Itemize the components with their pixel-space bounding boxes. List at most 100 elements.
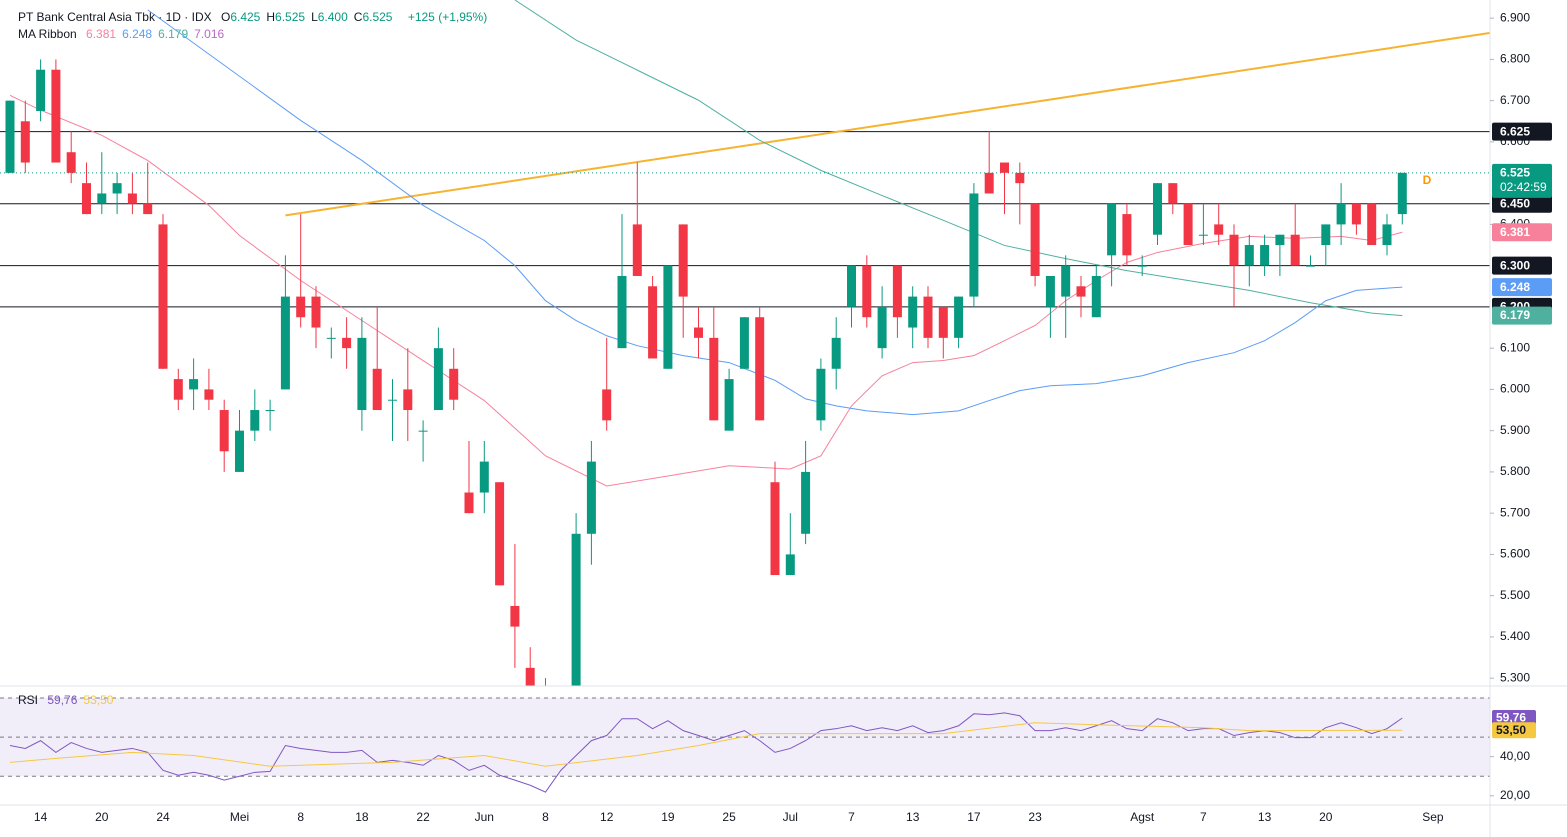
y-tick-label: 5.500	[1500, 588, 1530, 602]
ma-legend-title: MA Ribbon	[18, 27, 77, 41]
candle-body	[265, 410, 275, 412]
candle-body	[1168, 183, 1178, 204]
level-tag: 6.300	[1500, 258, 1530, 272]
candle-body	[862, 265, 872, 318]
x-tick-label: 13	[1258, 810, 1272, 824]
candle-body	[816, 368, 826, 421]
ohlc-key: H	[266, 10, 276, 24]
candle-body	[1275, 234, 1285, 246]
candle-body	[847, 265, 856, 307]
rsi-tag-bg	[1492, 722, 1536, 739]
ma-tag-bg	[1492, 278, 1552, 297]
x-tick-label: Agst	[1130, 810, 1155, 824]
candle-body	[1351, 203, 1361, 225]
x-tick-label: Sep	[1422, 810, 1444, 824]
ohlc-key: C	[353, 10, 363, 24]
candle-body	[143, 203, 153, 215]
candle-body	[112, 183, 122, 194]
candle-body	[617, 275, 627, 349]
candle-body	[235, 430, 244, 472]
x-tick-label: Jul	[783, 810, 798, 824]
candle-body	[709, 337, 719, 421]
y-tick-label: 5.400	[1500, 629, 1530, 643]
rsi-tag: 59,76	[1496, 711, 1526, 725]
ma-tag-bg	[1492, 306, 1552, 325]
candle-body	[326, 337, 336, 339]
candle-body	[388, 399, 397, 401]
candle-body	[969, 193, 979, 297]
candle-body	[1061, 265, 1071, 297]
candle-body	[204, 389, 214, 400]
candle-body	[1015, 172, 1025, 184]
y-tick-label: 5.700	[1500, 505, 1530, 519]
ma-legend-value: 6.248	[122, 27, 153, 41]
candle-body	[632, 224, 642, 276]
candle-body	[82, 183, 91, 215]
rsi-pane	[0, 697, 1490, 793]
candle-body	[739, 317, 749, 369]
y-tick-label: 6.800	[1500, 52, 1530, 66]
x-tick-label: 7	[848, 810, 855, 824]
ma-line	[147, 9, 1403, 416]
candle-body	[1000, 162, 1009, 173]
x-tick-label: 25	[722, 810, 736, 824]
rsi-y-tick-label: 20,00	[1500, 788, 1530, 802]
rsi-line	[9, 722, 1403, 767]
candle-body	[1229, 234, 1239, 266]
candle-body	[1336, 203, 1346, 225]
candle-body	[1321, 224, 1331, 246]
x-tick-label: Jun	[475, 810, 494, 824]
ma-line	[9, 94, 1403, 487]
rsi-legend-value: 53,50	[83, 693, 114, 707]
x-tick-label: 23	[1028, 810, 1042, 824]
rsi-title: RSI	[18, 693, 39, 707]
candle-body	[403, 389, 413, 411]
ma-legend-value: 6.179	[158, 27, 189, 41]
candle-body	[1107, 203, 1117, 256]
candle-body	[1122, 214, 1132, 256]
candle-body	[785, 554, 795, 576]
header: PT Bank Central Asia Tbk · 1D · IDX O6.4…	[18, 10, 493, 24]
candle-body	[189, 379, 199, 390]
candle-body	[525, 667, 535, 686]
candle-body	[1076, 286, 1086, 297]
candle-body	[923, 296, 933, 338]
price-pane	[0, 0, 1490, 686]
candle-body	[724, 379, 734, 431]
last-price-tag-bg	[1492, 163, 1552, 198]
x-tick-label: 22	[416, 810, 430, 824]
rsi-tag: 53,50	[1496, 723, 1526, 737]
candle-body	[586, 461, 596, 534]
ma-legend-value: 6.381	[86, 27, 117, 41]
x-tick-label: 13	[906, 810, 920, 824]
candle-body	[1260, 245, 1270, 266]
rsi-legend-value: 59,76	[47, 693, 78, 707]
y-tick-label: 5.600	[1500, 547, 1530, 561]
candle-body	[694, 327, 703, 338]
x-tick-label: 14	[34, 810, 48, 824]
candle-body	[1214, 224, 1224, 235]
level-tag: 6.625	[1500, 124, 1530, 138]
ohlc-value: 6.525	[362, 10, 393, 24]
change: +125 (+1,95%)	[407, 10, 488, 24]
candle-body	[464, 492, 474, 514]
ma-tag: 6.248	[1500, 280, 1530, 294]
level-tag-bg	[1492, 122, 1552, 141]
candle-body	[5, 100, 15, 173]
candle-body	[296, 296, 306, 318]
candle-body	[510, 605, 520, 627]
candle-body	[1198, 234, 1208, 236]
ma-tag-bg	[1492, 223, 1552, 242]
candle-body	[1153, 183, 1162, 235]
symbol-title: PT Bank Central Asia Tbk · 1D · IDX	[18, 10, 212, 24]
level-tag-bg	[1492, 194, 1552, 213]
ma-legend-value: 7.016	[194, 27, 225, 41]
x-tick-label: 24	[156, 810, 170, 824]
candle-body	[357, 337, 367, 411]
candle-body	[1045, 275, 1055, 307]
candle-body	[1137, 265, 1147, 267]
ma-legend: MA Ribbon 6.381 6.248 6.179 7.016	[18, 27, 230, 41]
y-tick-label: 6.900	[1500, 10, 1530, 24]
